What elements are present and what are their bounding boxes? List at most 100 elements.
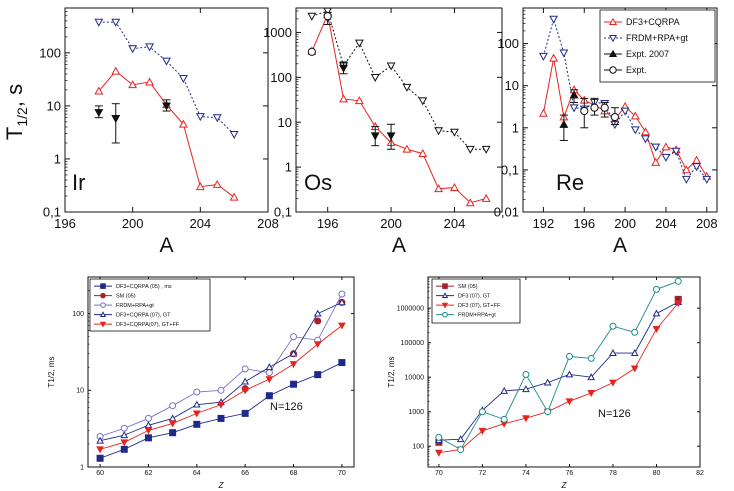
data-point bbox=[500, 386, 509, 394]
y-tick-label: 100 bbox=[72, 311, 84, 318]
legend-entry: SM (05) bbox=[458, 284, 478, 290]
data-point bbox=[144, 434, 152, 442]
series-3 bbox=[307, 12, 332, 56]
x-tick-label: 70 bbox=[435, 470, 443, 477]
data-point bbox=[120, 424, 128, 432]
y-tick-label: 100000 bbox=[401, 340, 424, 347]
x-tick-label: 68 bbox=[290, 470, 298, 477]
series-line bbox=[99, 362, 343, 459]
data-point bbox=[402, 83, 412, 92]
data-point bbox=[241, 365, 249, 373]
legend: DF3+CQRPA FRDM+RPA+gt Expt. 2007 Expt. bbox=[599, 9, 716, 83]
legend-marker bbox=[100, 292, 106, 299]
data-point bbox=[661, 142, 671, 151]
x-tick-label: 64 bbox=[193, 470, 201, 477]
data-point bbox=[543, 378, 552, 386]
data-point bbox=[652, 285, 660, 293]
data-point bbox=[692, 155, 702, 164]
data-point bbox=[314, 317, 322, 325]
legend-entry: DF3+CQRPA (07), GT bbox=[116, 313, 171, 319]
data-point bbox=[120, 431, 129, 439]
data-point bbox=[96, 446, 104, 454]
y-tick-label: 1000000 bbox=[397, 306, 424, 313]
y-tick-label: 0,1 bbox=[43, 205, 61, 220]
x-tick-label: 200 bbox=[122, 216, 144, 231]
x-axis-label: Z bbox=[218, 481, 225, 490]
data-point bbox=[569, 90, 579, 99]
data-point bbox=[94, 109, 104, 118]
x-tick-label: 200 bbox=[380, 216, 402, 231]
legend-marker bbox=[100, 283, 106, 289]
x-tick-label: 208 bbox=[257, 216, 279, 231]
chart-n126-high: 70 72 74 76 78 80 82 100 1000 10000 100000 1000000 Z… bbox=[387, 276, 704, 490]
data-point bbox=[681, 165, 691, 174]
data-point bbox=[450, 128, 459, 137]
legend-marker bbox=[100, 302, 106, 308]
panel-annotation: N=126 bbox=[598, 408, 631, 420]
data-point bbox=[217, 401, 225, 409]
data-point bbox=[169, 429, 177, 437]
legend-marker bbox=[609, 66, 617, 74]
x-tick-label: 80 bbox=[653, 470, 661, 477]
legend-marker bbox=[608, 17, 618, 26]
data-point bbox=[338, 322, 346, 330]
plot-frame bbox=[522, 7, 718, 213]
x-axis-label: A bbox=[392, 234, 406, 257]
data-point bbox=[565, 352, 573, 360]
x-tick-label: 204 bbox=[655, 216, 677, 231]
x-tick-label: 196 bbox=[573, 216, 595, 231]
y-tick-label: 100 bbox=[39, 45, 61, 60]
y-tick-label: 1000 bbox=[408, 409, 424, 416]
legend-entry: DF3 (07), GT+FF bbox=[458, 303, 501, 309]
data-point bbox=[630, 349, 639, 356]
data-point bbox=[289, 349, 298, 357]
y-tick-label: 10000 bbox=[405, 375, 425, 382]
data-point bbox=[217, 414, 225, 422]
data-point bbox=[481, 193, 491, 202]
y-axis-label: T1/2, s bbox=[2, 84, 30, 140]
data-point bbox=[307, 47, 316, 56]
data-point bbox=[111, 115, 121, 124]
data-point bbox=[630, 126, 640, 135]
plot-frame bbox=[427, 276, 701, 468]
data-point bbox=[193, 388, 201, 396]
data-point bbox=[609, 322, 617, 330]
data-point bbox=[500, 415, 508, 423]
legend-marker bbox=[441, 292, 449, 298]
series-line bbox=[98, 21, 235, 135]
data-point bbox=[162, 102, 171, 111]
x-tick-label: 78 bbox=[609, 470, 617, 477]
data-point bbox=[478, 427, 487, 435]
data-point bbox=[478, 408, 486, 416]
data-point bbox=[641, 127, 650, 136]
data-point bbox=[610, 112, 619, 122]
legend-entry: Expt. 2007 bbox=[626, 49, 669, 59]
legend-entry: FRDM+RPA+gt bbox=[458, 313, 496, 319]
data-point bbox=[265, 363, 274, 371]
data-point bbox=[434, 127, 444, 136]
data-point bbox=[265, 376, 274, 384]
data-point bbox=[538, 52, 548, 61]
y-tick-label: 1 bbox=[80, 464, 84, 471]
data-point bbox=[559, 119, 569, 128]
series-3 bbox=[580, 97, 619, 129]
x-tick-label: 60 bbox=[96, 470, 104, 477]
data-point bbox=[94, 86, 104, 95]
data-point bbox=[229, 192, 239, 201]
x-axis-label: A bbox=[159, 234, 173, 257]
data-point bbox=[631, 328, 639, 336]
data-point bbox=[559, 49, 569, 58]
y-tick-label: 10 bbox=[76, 388, 84, 395]
data-point bbox=[307, 12, 317, 21]
plot-frame bbox=[87, 276, 355, 468]
plot-frame bbox=[295, 7, 503, 213]
data-point bbox=[580, 106, 589, 116]
x-axis-label: A bbox=[613, 234, 627, 257]
data-point bbox=[600, 103, 609, 112]
data-point bbox=[652, 326, 661, 333]
legend-entry: SM (05) bbox=[116, 294, 136, 300]
data-point bbox=[314, 371, 322, 379]
x-tick-label: 200 bbox=[614, 216, 636, 231]
legend: SM (05) DF3 (07), GT DF3 (07), GT+FF FRDM+R… bbox=[431, 278, 521, 324]
